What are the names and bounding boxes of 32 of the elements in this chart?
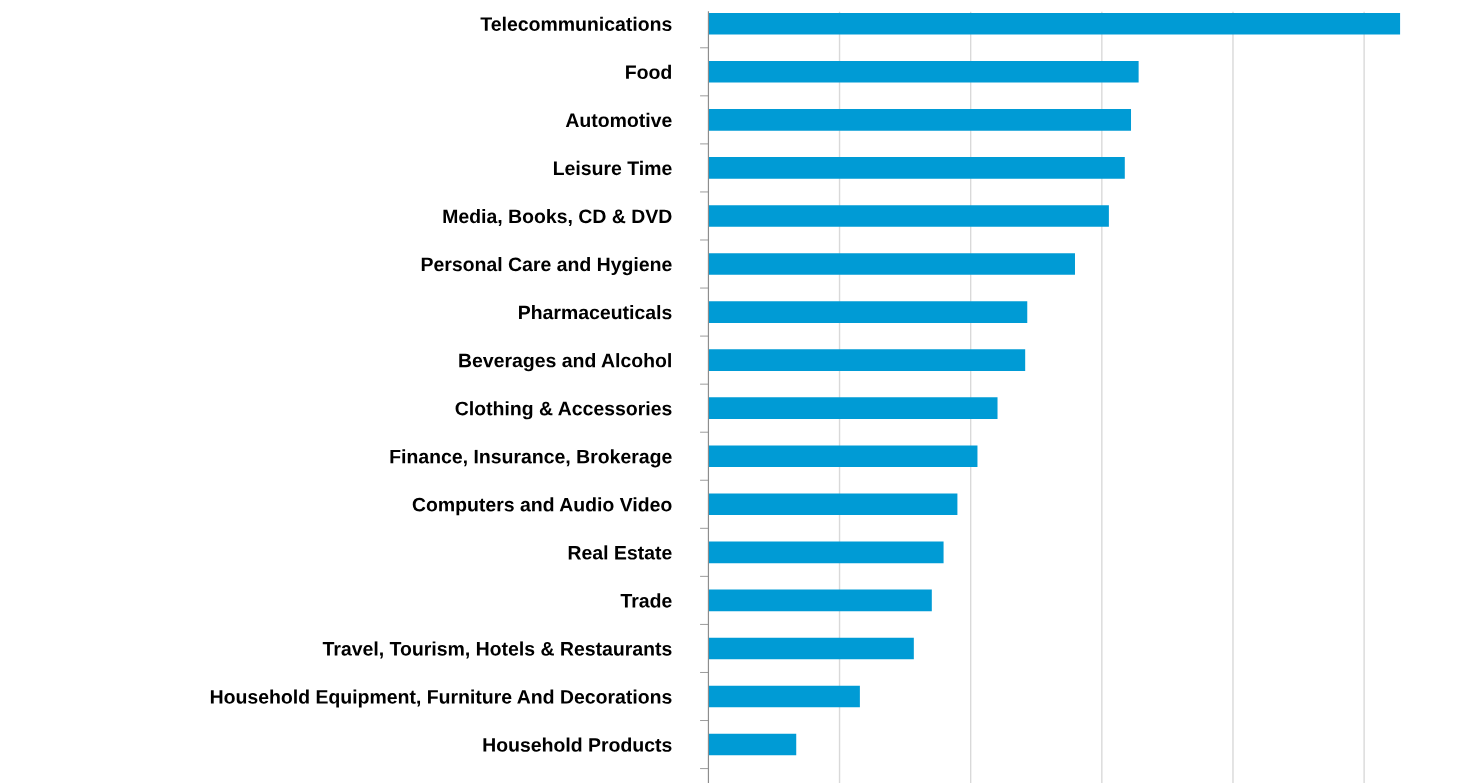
y-tick-label: Beverages and Alcohol: [459, 353, 671, 372]
y-tick-label: Telecommunications: [480, 16, 672, 31]
y-tick-label: Media, Books, CD & DVD: [443, 208, 672, 227]
y-tick-label: Personal Care and Hygiene: [421, 256, 672, 276]
bar: [708, 349, 1026, 371]
bar: [708, 493, 958, 516]
bar: [708, 157, 1125, 179]
y-tick-label: Finance, Insurance, Brokerage: [390, 449, 672, 468]
y-tick-label: Pharmaceuticals: [519, 305, 672, 320]
bar: [708, 205, 1109, 227]
bar: [708, 733, 797, 756]
y-tick-label: Clothing & Accessories: [455, 401, 672, 420]
bar: [708, 685, 860, 708]
bar: [708, 541, 944, 564]
bar: [708, 589, 932, 612]
bar: [708, 61, 1139, 83]
y-tick-label: Trade: [620, 593, 672, 608]
y-tick-label: Household Equipment, Furniture And Decorations: [210, 689, 672, 708]
bar: [708, 445, 978, 468]
y-tick-label: Computers and Audio Video: [412, 497, 672, 516]
bar: [708, 637, 914, 660]
bar: [708, 397, 998, 419]
bar: [708, 12, 1401, 35]
y-tick-label: Leisure Time: [553, 160, 672, 176]
y-tick-label: Household Products: [483, 737, 672, 752]
bar: [708, 253, 1075, 275]
y-tick-label: Food: [626, 64, 672, 80]
y-tick-label: Automotive: [565, 112, 672, 128]
bar: [708, 109, 1132, 131]
y-tick-label: Travel, Tourism, Hotels & Restaurants: [322, 641, 672, 659]
bar: [708, 301, 1028, 323]
y-tick-label: Real Estate: [568, 545, 672, 560]
